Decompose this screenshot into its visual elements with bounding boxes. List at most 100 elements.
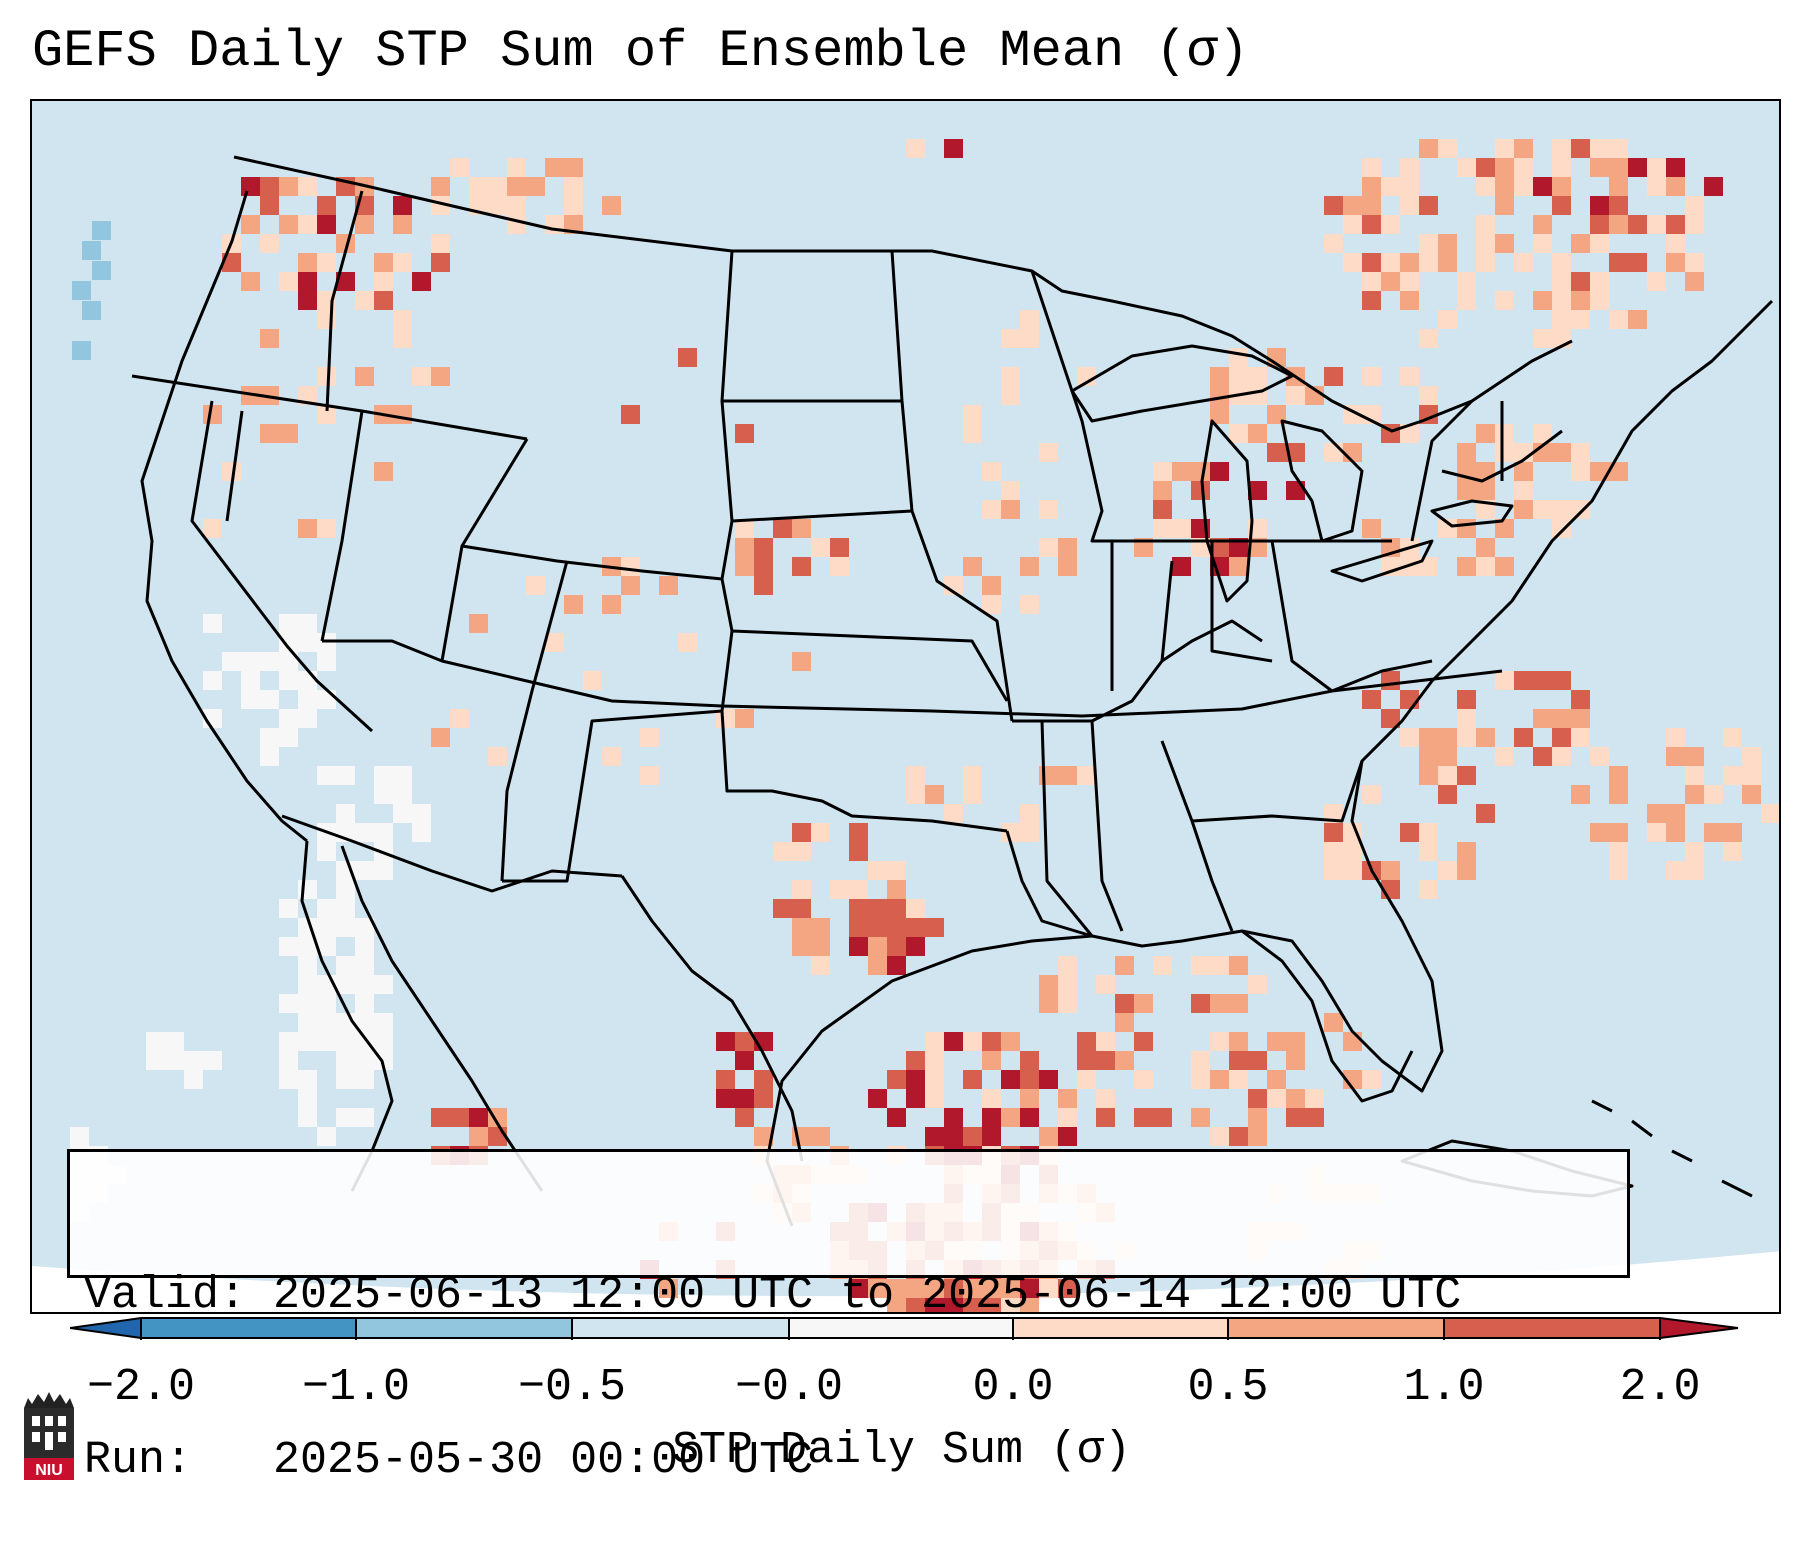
anomaly-cell: [1571, 690, 1590, 709]
anomaly-cell: [374, 1013, 393, 1032]
anomaly-cell: [1039, 1279, 1058, 1298]
anomaly-cell: [963, 1032, 982, 1051]
anomaly-cell: [1685, 196, 1704, 215]
valid-time-text: Valid: 2025-06-13 12:00 UTC to 2025-06-1…: [84, 1270, 1462, 1321]
anomaly-cell: [1476, 481, 1495, 500]
anomaly-cell: [830, 538, 849, 557]
anomaly-cell: [1381, 709, 1400, 728]
anomaly-cell: [1666, 804, 1685, 823]
anomaly-cell: [507, 177, 526, 196]
anomaly-cell: [982, 1127, 1001, 1146]
anomaly-cell: [1552, 291, 1571, 310]
anomaly-cell: [298, 937, 317, 956]
anomaly-cell: [1362, 1070, 1381, 1089]
anomaly-cell: [792, 937, 811, 956]
anomaly-cell: [1229, 424, 1248, 443]
anomaly-cell: [355, 215, 374, 234]
anomaly-cell: [1419, 880, 1438, 899]
anomaly-cell: [1685, 785, 1704, 804]
anomaly-cell: [1286, 1051, 1305, 1070]
anomaly-cell: [868, 918, 887, 937]
anomaly-cell: [298, 1032, 317, 1051]
anomaly-cell: [355, 918, 374, 937]
anomaly-cell: [507, 158, 526, 177]
anomaly-cell: [963, 1070, 982, 1089]
anomaly-cell: [203, 405, 222, 424]
anomaly-cell: [1590, 823, 1609, 842]
anomaly-cell: [1438, 253, 1457, 272]
anomaly-cell: [298, 1108, 317, 1127]
anomaly-cell: [1761, 804, 1779, 823]
anomaly-cell: [260, 690, 279, 709]
anomaly-cell: [298, 1013, 317, 1032]
anomaly-cell: [393, 196, 412, 215]
anomaly-cell: [773, 842, 792, 861]
colorbar-bin: [1660, 1318, 1738, 1338]
anomaly-cell: [1666, 823, 1685, 842]
colorbar-tick: −1.0: [301, 1362, 411, 1413]
anomaly-cell: [279, 614, 298, 633]
anomaly-cell: [1628, 215, 1647, 234]
anomaly-cell: [336, 766, 355, 785]
anomaly-cell: [82, 241, 101, 260]
anomaly-cell: [317, 253, 336, 272]
anomaly-cell: [355, 861, 374, 880]
anomaly-cell: [1514, 462, 1533, 481]
anomaly-cell: [1400, 728, 1419, 747]
anomaly-cell: [1210, 994, 1229, 1013]
anomaly-cell: [1248, 1089, 1267, 1108]
anomaly-cell: [1457, 481, 1476, 500]
anomaly-cell: [1248, 424, 1267, 443]
anomaly-cell: [1438, 747, 1457, 766]
anomaly-cell: [336, 956, 355, 975]
anomaly-cell: [982, 462, 1001, 481]
anomaly-cell: [906, 1051, 925, 1070]
anomaly-cell: [1438, 766, 1457, 785]
anomaly-cell: [925, 1070, 944, 1089]
anomaly-cell: [1590, 158, 1609, 177]
anomaly-cell: [621, 576, 640, 595]
anomaly-cell: [1343, 842, 1362, 861]
anomaly-cell: [1058, 975, 1077, 994]
anomaly-cell: [317, 899, 336, 918]
anomaly-cell: [1495, 424, 1514, 443]
anomaly-cell: [982, 1089, 1001, 1108]
anomaly-cell: [963, 766, 982, 785]
anomaly-cell: [925, 1051, 944, 1070]
anomaly-cell: [982, 595, 1001, 614]
anomaly-cell: [849, 918, 868, 937]
anomaly-cell: [1248, 1127, 1267, 1146]
anomaly-cell: [260, 652, 279, 671]
anomaly-cell: [640, 766, 659, 785]
anomaly-cell: [1210, 1032, 1229, 1051]
anomaly-cell: [1533, 291, 1552, 310]
anomaly-cell: [374, 975, 393, 994]
anomaly-cell: [1039, 1127, 1058, 1146]
anomaly-cell: [1400, 823, 1419, 842]
anomaly-cell: [336, 1051, 355, 1070]
colorbar: [70, 1317, 1739, 1340]
anomaly-cell: [1210, 367, 1229, 386]
anomaly-cell: [1514, 158, 1533, 177]
anomaly-cell: [203, 519, 222, 538]
anomaly-cell: [1362, 785, 1381, 804]
anomaly-cell: [906, 139, 925, 158]
anomaly-cell: [1495, 443, 1514, 462]
anomaly-cell: [336, 1108, 355, 1127]
anomaly-cell: [298, 690, 317, 709]
anomaly-cell: [393, 405, 412, 424]
anomaly-cell: [868, 956, 887, 975]
anomaly-cell: [1077, 766, 1096, 785]
anomaly-cell: [488, 747, 507, 766]
anomaly-cell: [298, 671, 317, 690]
anomaly-cell: [1058, 557, 1077, 576]
anomaly-cell: [1704, 823, 1723, 842]
anomaly-cell: [1571, 291, 1590, 310]
anomaly-cell: [1476, 215, 1495, 234]
anomaly-cell: [1457, 519, 1476, 538]
anomaly-cell: [868, 937, 887, 956]
anomaly-cell: [1495, 177, 1514, 196]
anomaly-cell: [1001, 1032, 1020, 1051]
anomaly-cell: [1438, 310, 1457, 329]
anomaly-cell: [241, 272, 260, 291]
